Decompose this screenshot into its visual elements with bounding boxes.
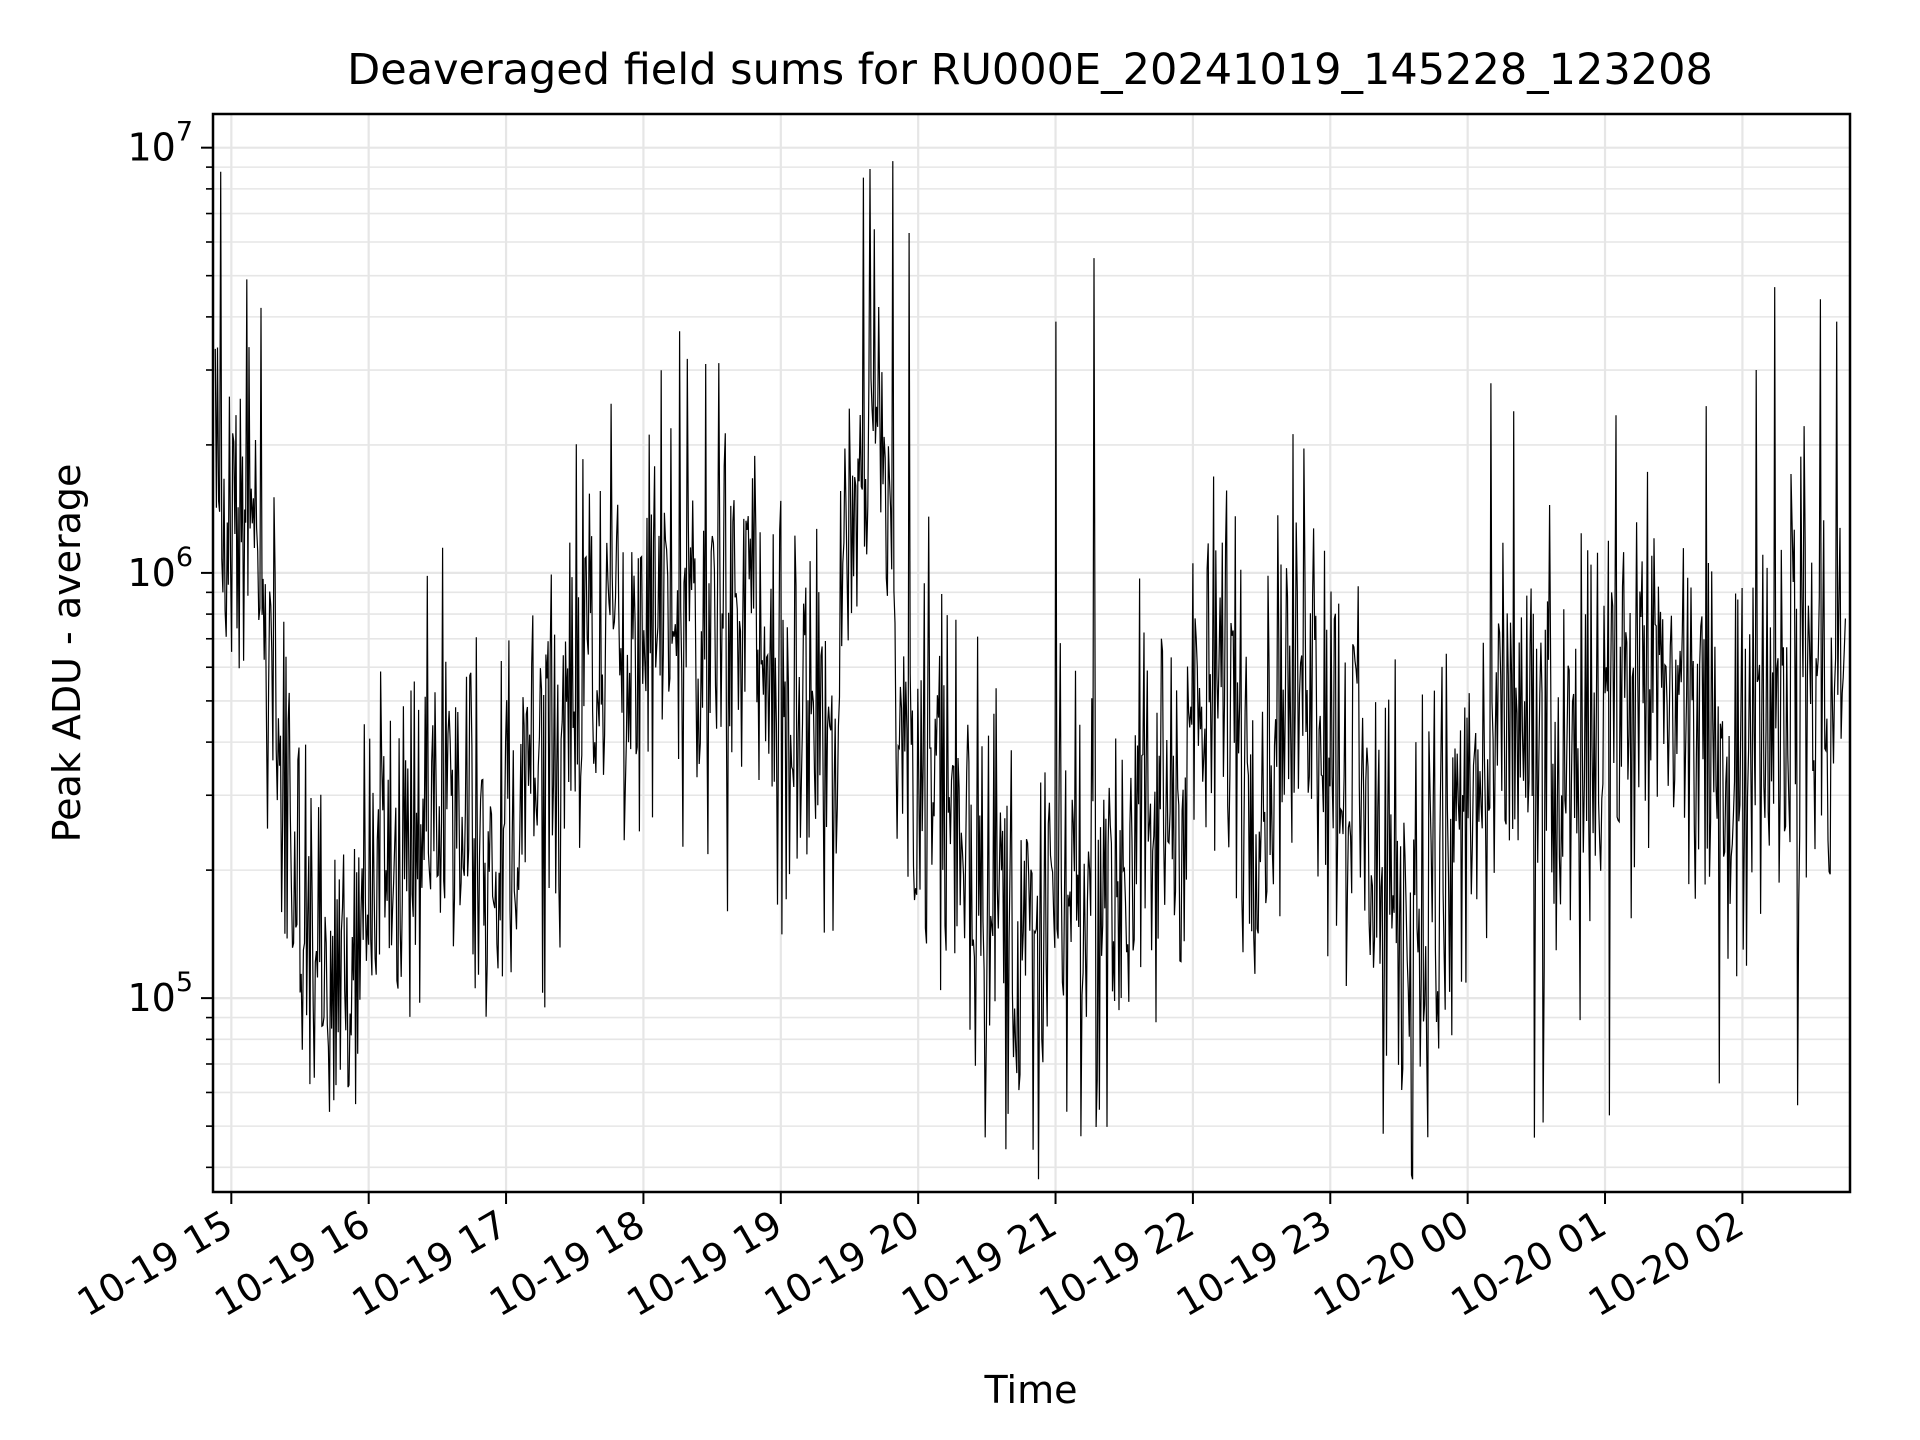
data-series-layer	[214, 161, 1846, 1180]
plot-frame	[211, 112, 1852, 1194]
y-tick-label: 106	[127, 542, 193, 595]
series-line	[214, 161, 1846, 1180]
y-tick-label: 107	[127, 117, 193, 170]
x-axis-label: Time	[984, 1368, 1078, 1412]
y-axis-ticks: 105 106 107	[127, 117, 213, 1169]
chart-title: Deaveraged field sums for RU000E_2024101…	[347, 45, 1713, 95]
grid-lines	[213, 114, 1850, 1192]
y-tick-label: 105	[127, 967, 193, 1020]
y-axis-label: Peak ADU - average	[45, 464, 89, 843]
